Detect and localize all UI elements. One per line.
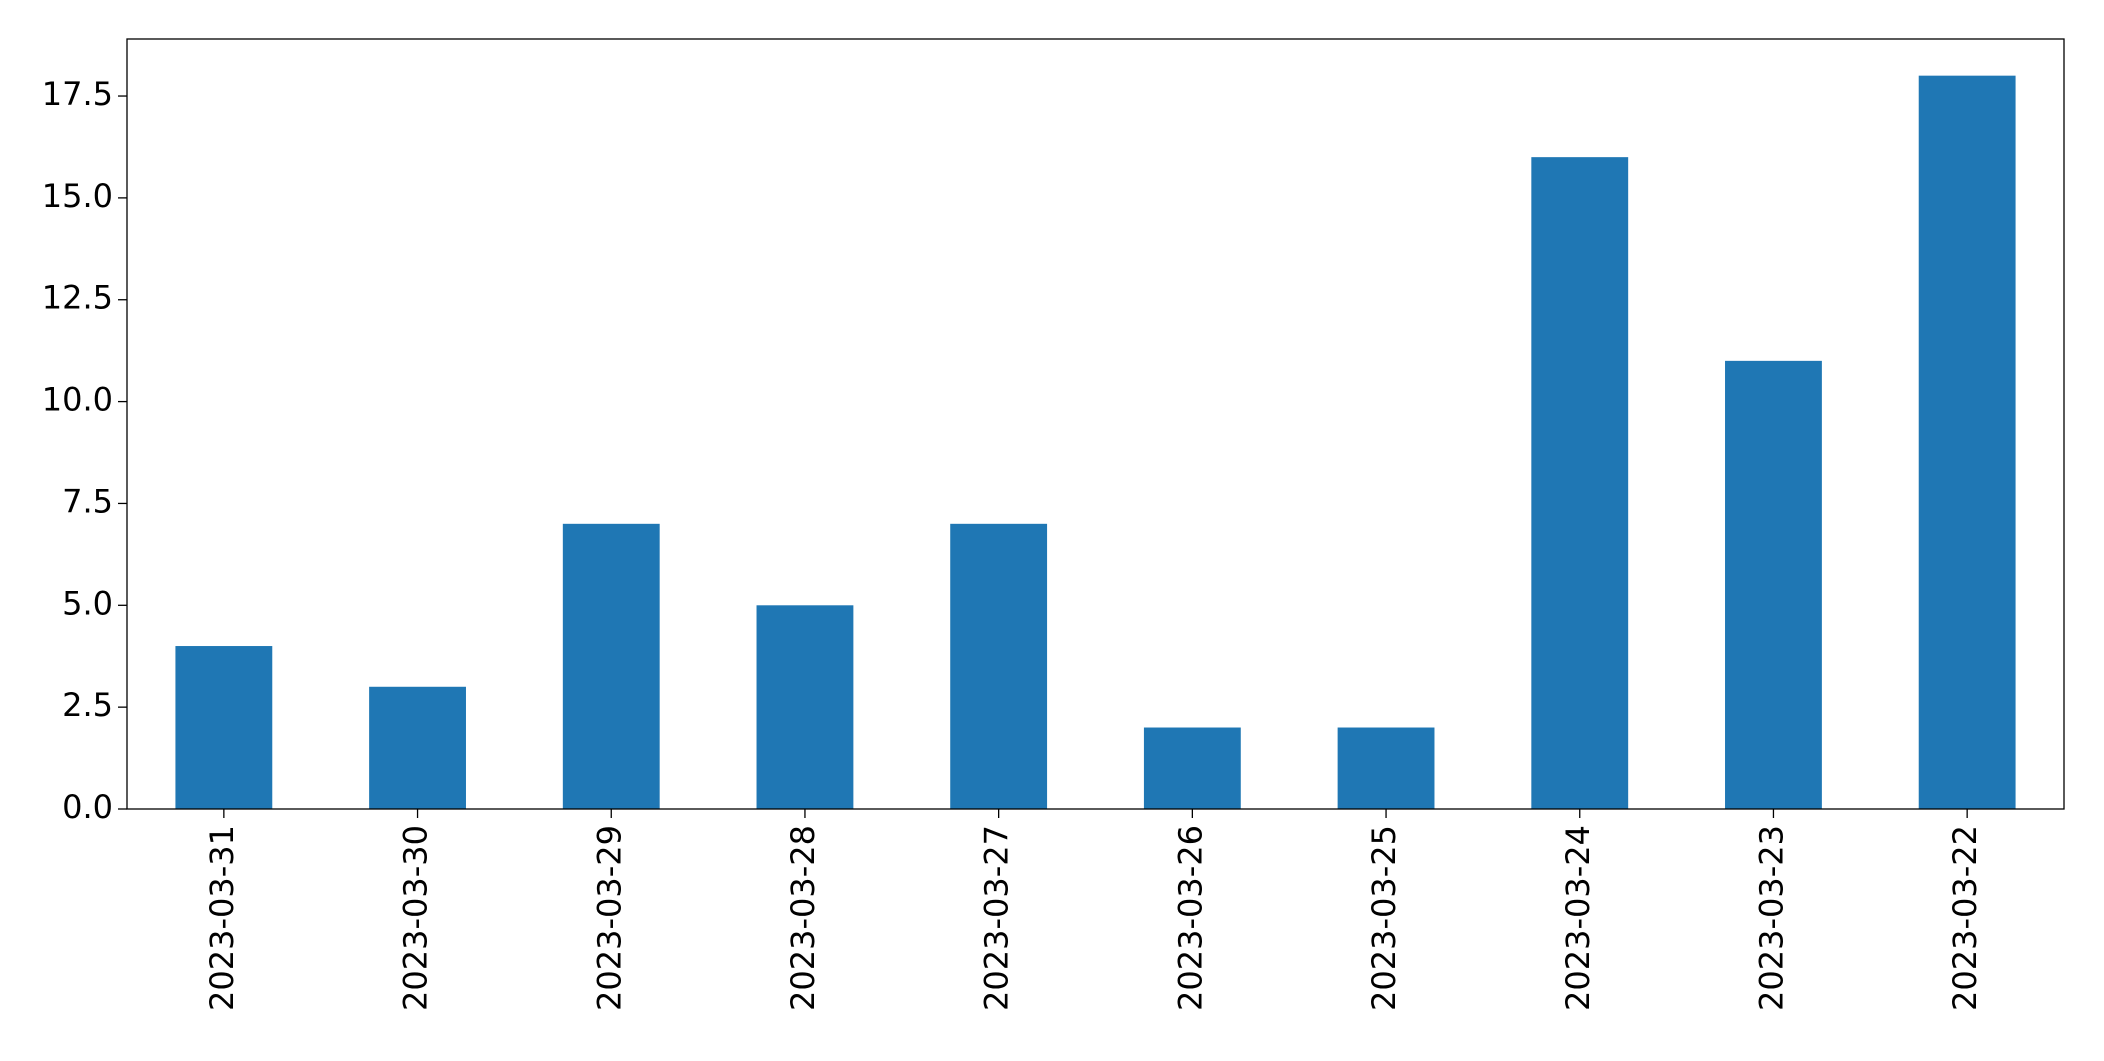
x-tick-label: 2023-03-29 <box>590 825 628 1011</box>
y-tick-label: 17.5 <box>42 75 113 113</box>
bar <box>1725 360 1822 809</box>
y-tick-label: 10.0 <box>42 381 113 419</box>
x-tick-label: 2023-03-30 <box>397 825 435 1011</box>
x-tick-label: 2023-03-31 <box>203 825 241 1011</box>
x-tick-label: 2023-03-27 <box>978 825 1016 1011</box>
y-tick-label: 0.0 <box>62 788 113 826</box>
x-tick-label: 2023-03-23 <box>1752 825 1790 1011</box>
bar <box>175 646 273 809</box>
x-tick-label: 2023-03-25 <box>1365 825 1403 1011</box>
x-tick-label: 2023-03-24 <box>1559 825 1597 1011</box>
bar <box>1143 727 1241 809</box>
y-tick-label: 5.0 <box>62 584 113 622</box>
plot-frame <box>126 38 2065 810</box>
bar <box>1337 727 1435 809</box>
y-tick-label: 2.5 <box>62 686 113 724</box>
y-tick-label: 15.0 <box>42 177 113 215</box>
x-tick-label: 2023-03-22 <box>1946 825 1984 1011</box>
bar <box>369 686 466 809</box>
bar <box>756 605 854 809</box>
y-tick-label: 7.5 <box>62 482 113 520</box>
x-tick-label: 2023-03-26 <box>1171 825 1209 1011</box>
bar <box>562 523 660 809</box>
y-tick-label: 12.5 <box>42 279 113 317</box>
bar <box>1531 157 1629 810</box>
bar <box>950 523 1048 809</box>
x-tick-label: 2023-03-28 <box>784 825 822 1011</box>
bar <box>1918 75 2016 809</box>
